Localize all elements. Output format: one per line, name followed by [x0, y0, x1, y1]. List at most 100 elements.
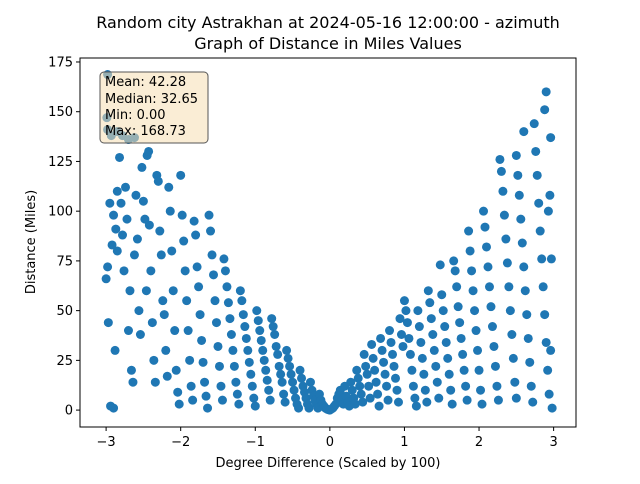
data-point — [220, 266, 230, 276]
data-point — [141, 286, 151, 296]
stats-min: Min: 0.00 — [105, 108, 166, 123]
data-point — [367, 339, 377, 349]
data-point — [517, 238, 527, 248]
data-point — [541, 87, 551, 97]
data-point — [425, 298, 435, 308]
data-point — [288, 377, 298, 387]
data-point — [150, 377, 160, 387]
data-point — [294, 403, 304, 413]
data-point — [195, 310, 205, 320]
data-point — [119, 266, 129, 276]
data-point — [126, 365, 136, 375]
data-point — [441, 337, 451, 347]
data-point — [444, 369, 454, 379]
data-point — [186, 381, 196, 391]
data-point — [519, 127, 529, 137]
y-tick-label: 100 — [48, 205, 73, 220]
data-point — [492, 381, 502, 391]
data-point — [540, 310, 550, 320]
data-point — [250, 401, 260, 411]
data-point — [198, 357, 208, 367]
data-point — [513, 170, 523, 180]
data-point — [356, 389, 366, 399]
data-point — [429, 345, 439, 355]
data-point — [159, 310, 169, 320]
data-point — [505, 306, 515, 316]
data-point — [109, 210, 119, 220]
data-point — [382, 381, 392, 391]
data-point — [105, 198, 115, 208]
data-point — [522, 310, 532, 320]
data-point — [185, 355, 195, 365]
stats-box: Mean: 42.28 Median: 32.65 Min: 0.00 Max:… — [99, 71, 209, 144]
data-point — [471, 326, 481, 336]
data-point — [459, 365, 469, 375]
data-point — [252, 306, 262, 316]
data-point — [209, 270, 219, 280]
data-point — [165, 206, 175, 216]
x-tick-label: −1 — [246, 435, 265, 450]
data-point — [200, 377, 210, 387]
data-point — [116, 198, 126, 208]
data-point — [535, 226, 545, 236]
data-point — [428, 330, 438, 339]
y-tick-label: 0 — [65, 404, 73, 419]
data-point — [346, 377, 356, 387]
data-point — [350, 399, 360, 409]
y-axis-ticks: 0 25 50 75 100 125 150 175 — [48, 55, 80, 419]
data-point — [101, 274, 111, 284]
data-point — [504, 282, 514, 292]
data-point — [173, 387, 183, 397]
data-point — [115, 152, 125, 162]
data-point — [437, 290, 447, 300]
data-point — [510, 377, 520, 387]
data-point — [432, 377, 442, 387]
data-point — [489, 341, 499, 351]
data-point — [493, 395, 503, 405]
data-point — [191, 230, 201, 240]
y-tick-label: 25 — [56, 354, 73, 369]
data-point — [112, 186, 122, 196]
data-point — [223, 298, 233, 308]
data-point — [420, 385, 430, 395]
data-point — [177, 210, 187, 220]
data-point — [125, 286, 135, 296]
data-point — [484, 282, 494, 292]
data-point — [203, 403, 213, 413]
data-point — [386, 337, 396, 347]
data-point — [416, 337, 426, 347]
data-point — [174, 399, 184, 409]
data-point — [273, 349, 283, 359]
data-point — [531, 146, 541, 156]
data-point — [305, 377, 315, 387]
data-point — [110, 345, 120, 355]
data-point — [144, 220, 154, 230]
data-point — [541, 337, 551, 347]
data-point — [240, 322, 250, 332]
data-point — [453, 302, 463, 312]
data-point — [364, 381, 374, 391]
data-point — [523, 333, 533, 343]
data-point — [456, 333, 466, 343]
data-point — [228, 345, 238, 355]
data-point — [244, 357, 254, 367]
data-point — [514, 190, 524, 200]
data-point — [347, 385, 357, 395]
plot-frame — [79, 57, 577, 428]
x-tick-label: 1 — [400, 435, 408, 450]
x-tick-label: 3 — [549, 435, 557, 450]
data-point — [353, 373, 363, 383]
data-point — [161, 345, 171, 355]
data-point — [507, 330, 517, 339]
data-point — [153, 176, 163, 186]
data-point — [158, 296, 168, 306]
data-point — [422, 397, 432, 407]
data-point — [279, 389, 289, 399]
data-point — [222, 282, 232, 292]
data-point — [137, 162, 147, 172]
data-point — [464, 226, 474, 236]
data-point — [379, 357, 389, 367]
data-point — [280, 397, 290, 407]
